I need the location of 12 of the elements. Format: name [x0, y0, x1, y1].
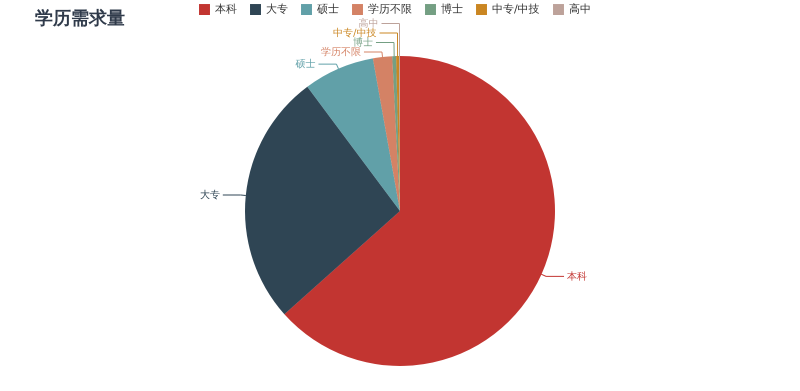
- legend-label: 大专: [266, 2, 288, 16]
- legend-label: 硕士: [316, 2, 339, 16]
- chart-title: 学历需求量: [35, 8, 125, 29]
- slice-label: 大专: [200, 188, 220, 201]
- legend-label: 中专/中技: [492, 2, 540, 16]
- slice-label: 硕士: [294, 58, 316, 70]
- legend-label: 高中: [569, 2, 591, 16]
- category-label: 本科: [215, 2, 237, 16]
- legend-label: 学历不限: [368, 2, 412, 16]
- legend-label: 博士: [441, 2, 463, 16]
- legend-label: 本科: [567, 270, 588, 282]
- slice-label: 学历不限: [320, 46, 361, 58]
